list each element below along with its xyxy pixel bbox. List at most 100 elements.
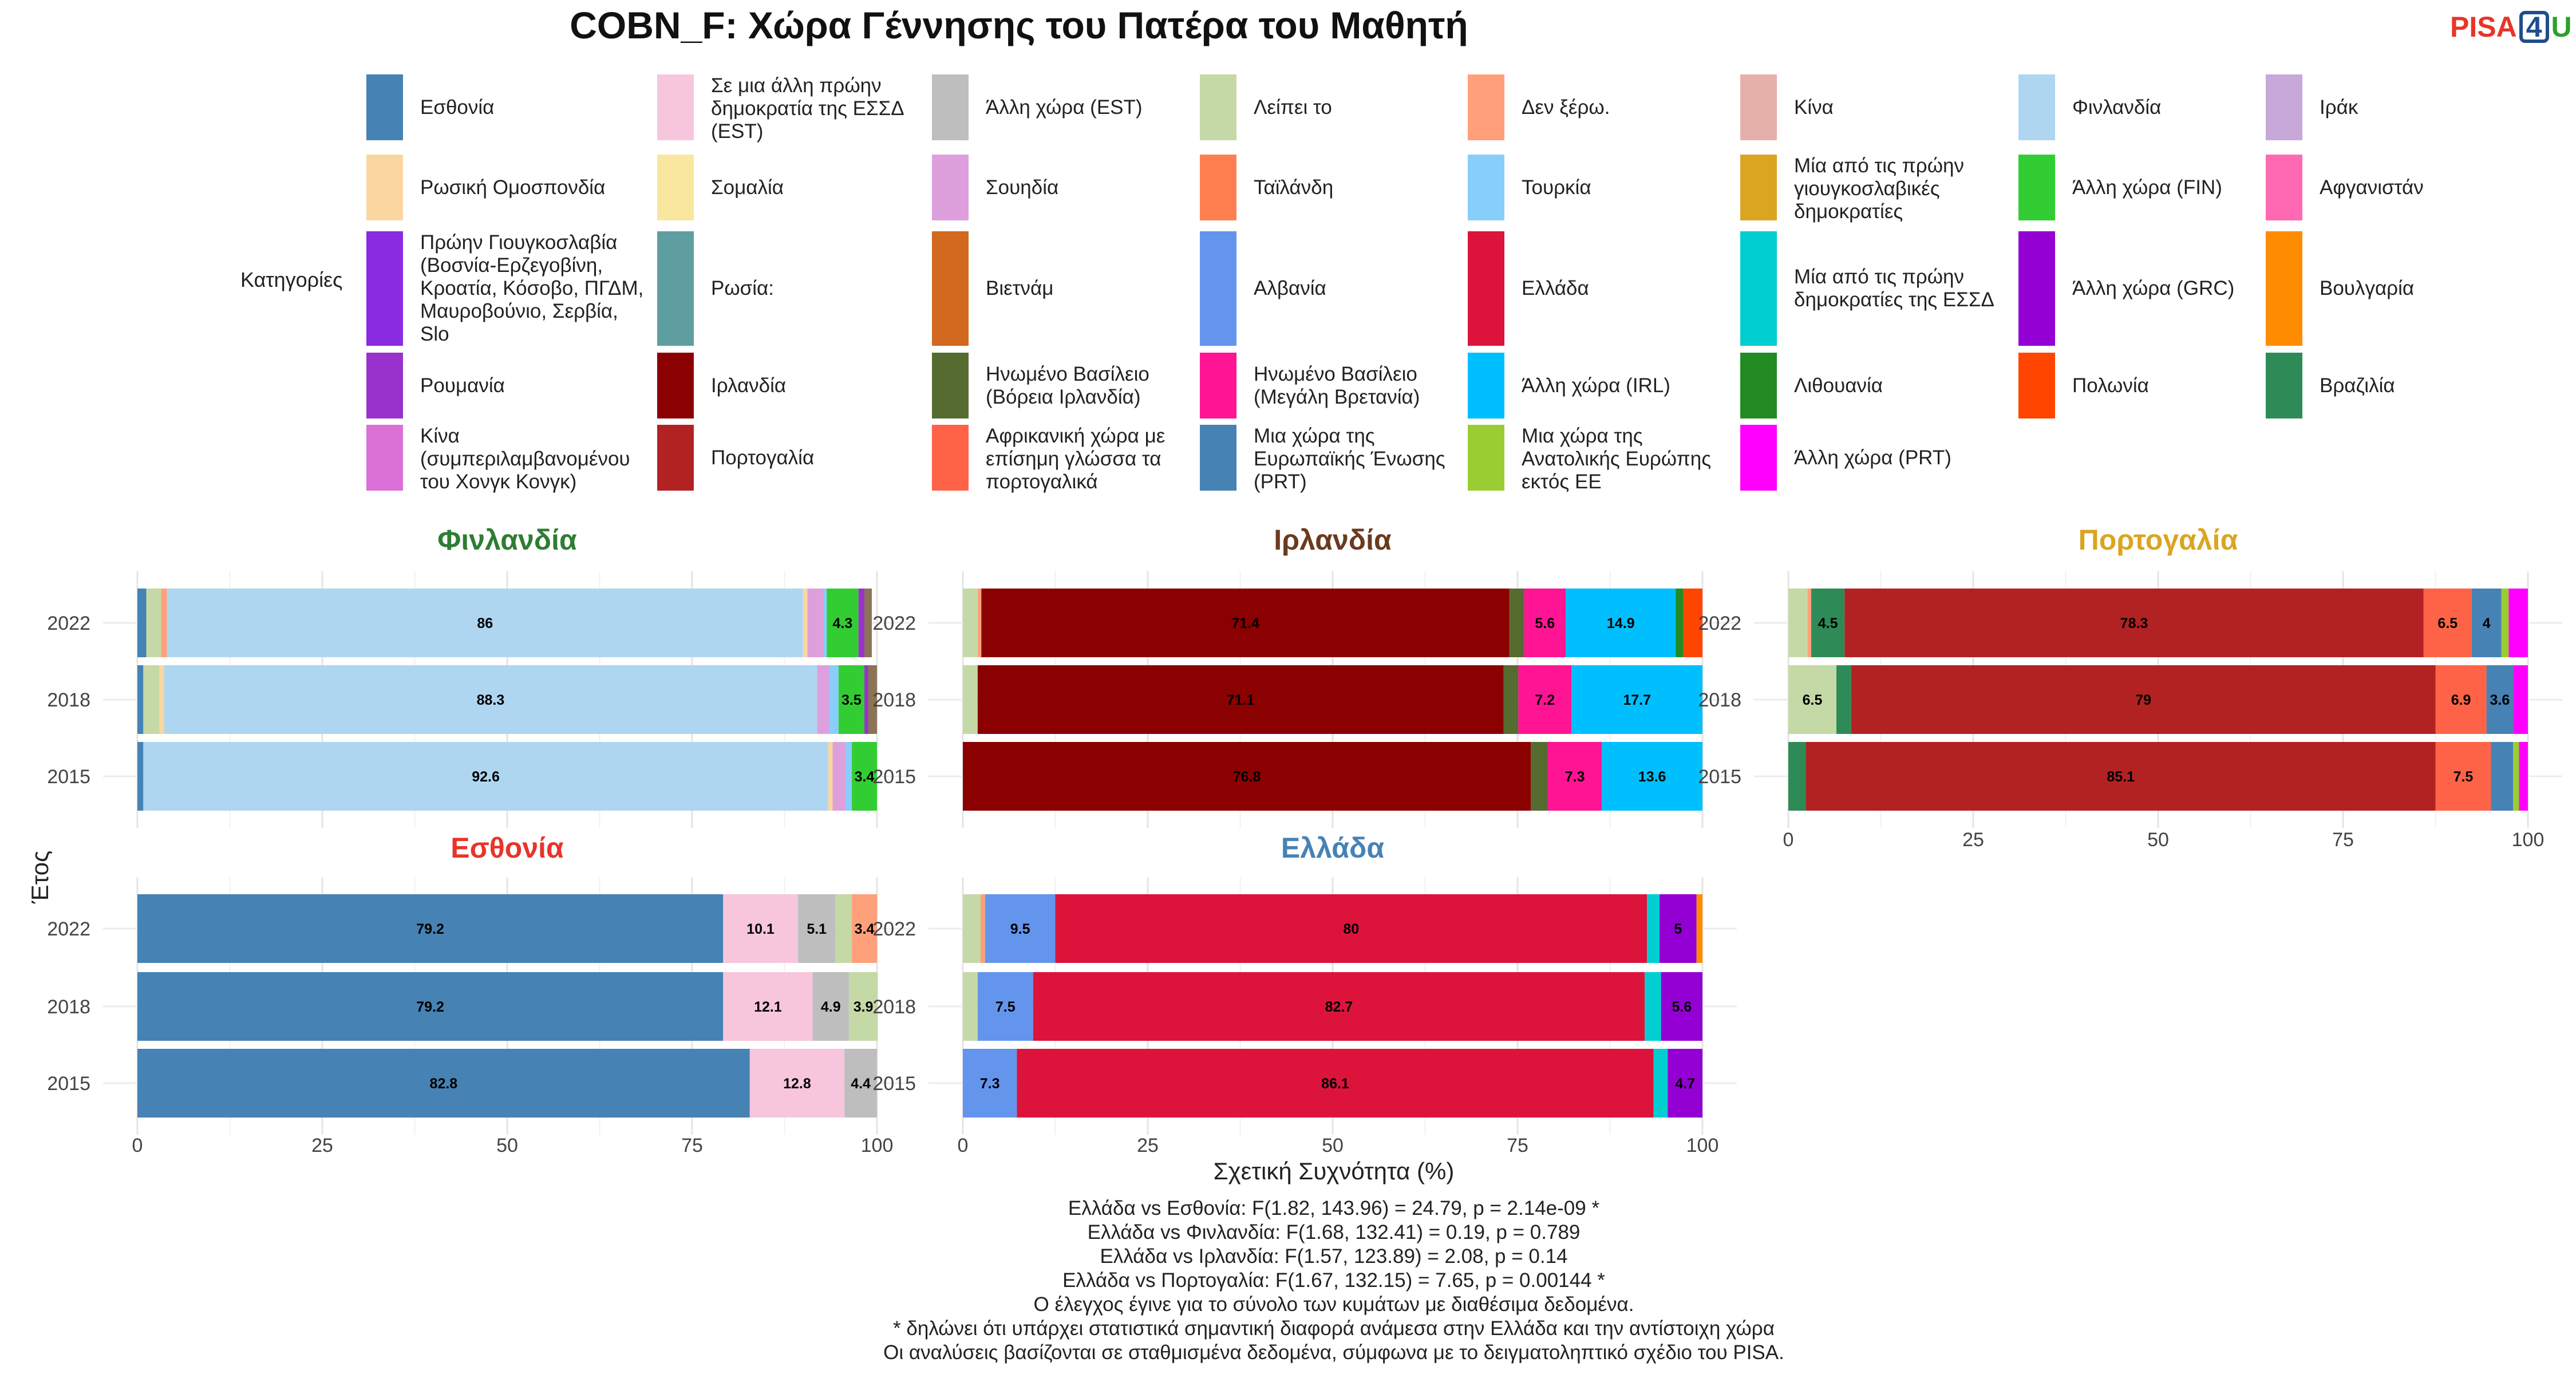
- bar-segment: [977, 589, 982, 657]
- pisa4u-logo: PISA 4 U: [2450, 10, 2572, 44]
- x-tick-label: 75: [1507, 1135, 1528, 1156]
- legend-color-key: [2266, 155, 2302, 220]
- footnote-line: Ελλάδα vs Εσθονία: F(1.82, 143.96) = 24.…: [1068, 1197, 1600, 1219]
- legend-color-key: [366, 353, 403, 418]
- legend-color-key: [1740, 353, 1777, 418]
- legend-label: Λιθουανία: [1794, 374, 1883, 397]
- legend-color-key: [2018, 155, 2055, 220]
- data-label: 3.6: [2490, 692, 2510, 708]
- panel-4: Εσθονία 2022 2018 2015 79.2 10.1 5.1 3.4 79.2 12.…: [47, 832, 911, 1156]
- legend-label: Ρωσική Ομοσπονδία: [420, 176, 606, 199]
- bar-segment: [2486, 665, 2514, 734]
- legend-label: Άλλη χώρα (GRC): [2072, 277, 2235, 299]
- bar-segment: [1788, 665, 1836, 734]
- bar-segment: [852, 742, 877, 811]
- data-label: 82.8: [430, 1076, 458, 1092]
- bar-segment: [803, 589, 808, 657]
- x-tick-label: 0: [132, 1135, 143, 1156]
- bar-segment: [1836, 665, 1851, 734]
- legend-color-key: [1200, 425, 1236, 491]
- data-label: 14.9: [1607, 615, 1635, 631]
- data-label: 86: [477, 615, 493, 631]
- bar-segment: [723, 972, 813, 1041]
- data-label: 78.3: [2120, 615, 2148, 631]
- legend-color-key: [1200, 74, 1236, 140]
- legend-color-key: [1740, 425, 1777, 491]
- legend-label: Πρώην Γιουγκοσλαβία (Βοσνία-Ερζεγοβίνη, …: [420, 231, 644, 345]
- y-tick-label: 2018: [1698, 689, 1741, 711]
- legend-color-key: [366, 155, 403, 220]
- bar-segment: [823, 589, 827, 657]
- legend-label: Άλλη χώρα (IRL): [1522, 374, 1670, 397]
- bar-segment: [1647, 894, 1660, 963]
- bar-segment: [977, 665, 1504, 734]
- data-label: 7.3: [980, 1076, 1000, 1092]
- bar-segment: [835, 894, 852, 963]
- bar-segment: [1696, 894, 1702, 963]
- bar-segment: [143, 665, 160, 734]
- logo-part-pisa: PISA: [2450, 11, 2517, 43]
- bar-segment: [723, 894, 798, 963]
- legend-color-key: [657, 425, 694, 491]
- bar-segment: [1806, 742, 2436, 811]
- data-label: 71.4: [1231, 615, 1259, 631]
- legend-label: Μια χώρα της Ανατολικής Ευρώπης εκτός ΕΕ: [1522, 425, 1712, 493]
- legend-color-key: [657, 231, 694, 346]
- bar-segment: [817, 665, 829, 734]
- legend-color-key: [657, 353, 694, 418]
- bar-segment: [829, 665, 839, 734]
- data-label: 79: [2135, 692, 2151, 708]
- x-tick-label: 50: [496, 1135, 518, 1156]
- bar-segment: [827, 589, 859, 657]
- legend-color-key: [1740, 155, 1777, 220]
- footnote-line: * δηλώνει ότι υπάρχει στατιστικά σημαντι…: [893, 1317, 1775, 1340]
- bar-segment: [985, 894, 1056, 963]
- legend-label: Άλλη χώρα (PRT): [1794, 446, 1951, 469]
- legend-label: Αφρικανική χώρα με επίσημη γλώσσα τα πορ…: [986, 425, 1165, 493]
- bar-segment: [2508, 589, 2528, 657]
- legend-color-key: [932, 353, 969, 418]
- bar-segment: [143, 742, 828, 811]
- bar-segment: [2501, 589, 2509, 657]
- data-label: 71.1: [1227, 692, 1255, 708]
- bar-segment: [146, 589, 161, 657]
- logo-part-4: 4: [2519, 11, 2549, 43]
- legend-label: Κίνα (συμπεριλαμβανομένου του Χονγκ Κονγ…: [420, 425, 630, 493]
- legend-color-key: [1740, 74, 1777, 140]
- bar-segment: [1547, 742, 1602, 811]
- bar-segment: [981, 589, 1510, 657]
- data-label: 92.6: [472, 769, 500, 785]
- y-tick-label: 2018: [47, 689, 90, 711]
- data-label: 13.6: [1638, 769, 1666, 785]
- legend-label: Σε μια άλλη πρώην δημοκρατία της ΕΣΣΔ (E…: [711, 74, 903, 143]
- legend-color-key: [1468, 155, 1504, 220]
- legend-label: Σομαλία: [711, 176, 784, 199]
- x-tick-label: 0: [1783, 829, 1794, 851]
- y-tick-label: 2015: [47, 1073, 90, 1095]
- y-tick-label: 2022: [47, 918, 90, 940]
- legend-label: Ηνωμένο Βασίλειο (Μεγάλη Βρετανία): [1254, 362, 1420, 408]
- bar-segment: [2423, 589, 2472, 657]
- x-tick-label: 50: [1322, 1135, 1344, 1156]
- bar-segment: [858, 589, 865, 657]
- bar-segment: [1668, 1049, 1702, 1118]
- data-label: 5.6: [1672, 999, 1692, 1015]
- legend-label: Ελλάδα: [1522, 277, 1589, 299]
- data-label: 85.1: [2107, 769, 2135, 785]
- legend-label: Ιρλανδία: [711, 374, 787, 397]
- panel-title: Εσθονία: [451, 832, 564, 864]
- bar-segment: [1653, 1049, 1668, 1118]
- bar-segment: [1524, 589, 1566, 657]
- bar-segment: [2435, 742, 2491, 811]
- x-tick-label: 100: [2512, 829, 2545, 851]
- bar-segment: [1565, 589, 1676, 657]
- y-tick-label: 2018: [47, 996, 90, 1018]
- bar-segment: [1660, 894, 1697, 963]
- bar-segment: [1683, 589, 1702, 657]
- bar-segment: [2471, 589, 2502, 657]
- data-label: 12.1: [754, 999, 782, 1015]
- bar-segment: [1531, 742, 1548, 811]
- footnotes: Ελλάδα vs Εσθονία: F(1.82, 143.96) = 24.…: [618, 1197, 2049, 1365]
- x-tick-label: 25: [311, 1135, 333, 1156]
- bar-segment: [137, 894, 724, 963]
